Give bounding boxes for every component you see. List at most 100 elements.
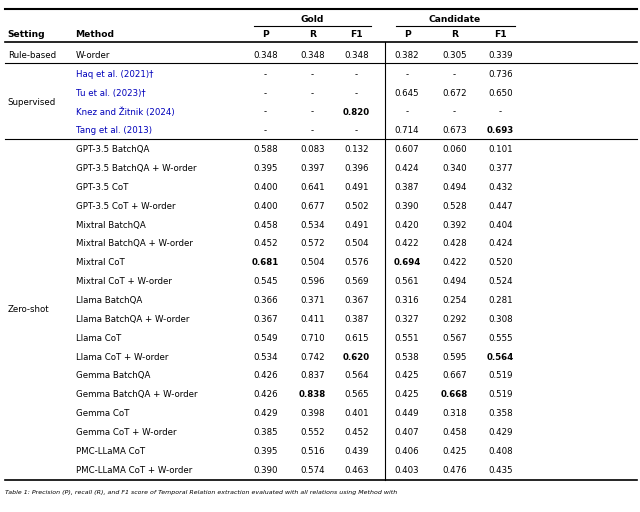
Text: -: - — [355, 70, 358, 79]
Text: F1: F1 — [350, 30, 363, 39]
Text: 0.520: 0.520 — [488, 259, 513, 267]
Text: 0.408: 0.408 — [488, 447, 513, 456]
Text: -: - — [499, 108, 502, 117]
Text: Candidate: Candidate — [429, 15, 481, 24]
Text: 0.316: 0.316 — [395, 296, 419, 305]
Text: 0.292: 0.292 — [442, 315, 467, 324]
Text: 0.318: 0.318 — [442, 409, 467, 418]
Text: 0.426: 0.426 — [253, 371, 278, 380]
Text: 0.838: 0.838 — [299, 390, 326, 399]
Text: 0.367: 0.367 — [253, 315, 278, 324]
Text: -: - — [355, 89, 358, 98]
Text: Setting: Setting — [8, 30, 45, 39]
Text: Llama BatchQA: Llama BatchQA — [76, 296, 142, 305]
Text: 0.398: 0.398 — [300, 409, 324, 418]
Text: Mixtral CoT: Mixtral CoT — [76, 259, 124, 267]
Text: 0.387: 0.387 — [344, 315, 369, 324]
Text: Method: Method — [76, 30, 115, 39]
Text: F1: F1 — [494, 30, 507, 39]
Text: -: - — [355, 126, 358, 136]
Text: 0.348: 0.348 — [344, 51, 369, 60]
Text: 0.390: 0.390 — [395, 202, 419, 211]
Text: P: P — [262, 30, 269, 39]
Text: 0.555: 0.555 — [488, 334, 513, 343]
Text: 0.449: 0.449 — [395, 409, 419, 418]
Text: W-order: W-order — [76, 51, 110, 60]
Text: 0.083: 0.083 — [300, 145, 324, 154]
Text: 0.400: 0.400 — [253, 202, 278, 211]
Text: GPT-3.5 CoT + W-order: GPT-3.5 CoT + W-order — [76, 202, 175, 211]
Text: Haq et al. (2021)†: Haq et al. (2021)† — [76, 70, 153, 79]
Text: 0.452: 0.452 — [344, 428, 369, 437]
Text: 0.538: 0.538 — [395, 353, 419, 361]
Text: 0.519: 0.519 — [488, 371, 513, 380]
Text: 0.549: 0.549 — [253, 334, 278, 343]
Text: 0.439: 0.439 — [344, 447, 369, 456]
Text: 0.742: 0.742 — [300, 353, 324, 361]
Text: GPT-3.5 CoT: GPT-3.5 CoT — [76, 183, 128, 192]
Text: -: - — [264, 89, 267, 98]
Text: 0.424: 0.424 — [488, 240, 513, 248]
Text: 0.667: 0.667 — [442, 371, 467, 380]
Text: 0.494: 0.494 — [442, 277, 467, 286]
Text: -: - — [311, 126, 314, 136]
Text: 0.569: 0.569 — [344, 277, 369, 286]
Text: 0.641: 0.641 — [300, 183, 324, 192]
Text: Gemma CoT: Gemma CoT — [76, 409, 129, 418]
Text: PMC-LLaMA CoT: PMC-LLaMA CoT — [76, 447, 145, 456]
Text: 0.576: 0.576 — [344, 259, 369, 267]
Text: Gemma BatchQA + W-order: Gemma BatchQA + W-order — [76, 390, 197, 399]
Text: 0.428: 0.428 — [442, 240, 467, 248]
Text: PMC-LLaMA CoT + W-order: PMC-LLaMA CoT + W-order — [76, 465, 192, 475]
Text: 0.060: 0.060 — [442, 145, 467, 154]
Text: -: - — [453, 70, 456, 79]
Text: 0.645: 0.645 — [395, 89, 419, 98]
Text: 0.837: 0.837 — [300, 371, 324, 380]
Text: 0.458: 0.458 — [253, 221, 278, 230]
Text: 0.305: 0.305 — [442, 51, 467, 60]
Text: 0.516: 0.516 — [300, 447, 324, 456]
Text: 0.426: 0.426 — [253, 390, 278, 399]
Text: 0.552: 0.552 — [300, 428, 324, 437]
Text: 0.565: 0.565 — [344, 390, 369, 399]
Text: R: R — [451, 30, 458, 39]
Text: 0.308: 0.308 — [488, 315, 513, 324]
Text: 0.377: 0.377 — [488, 164, 513, 173]
Text: 0.366: 0.366 — [253, 296, 278, 305]
Text: 0.528: 0.528 — [442, 202, 467, 211]
Text: 0.677: 0.677 — [300, 202, 324, 211]
Text: 0.101: 0.101 — [488, 145, 513, 154]
Text: 0.534: 0.534 — [253, 353, 278, 361]
Text: 0.390: 0.390 — [253, 465, 278, 475]
Text: 0.406: 0.406 — [395, 447, 419, 456]
Text: Zero-shot: Zero-shot — [8, 306, 49, 314]
Text: 0.545: 0.545 — [253, 277, 278, 286]
Text: 0.820: 0.820 — [343, 108, 370, 117]
Text: 0.491: 0.491 — [344, 183, 369, 192]
Text: 0.401: 0.401 — [344, 409, 369, 418]
Text: 0.340: 0.340 — [442, 164, 467, 173]
Text: 0.620: 0.620 — [343, 353, 370, 361]
Text: 0.397: 0.397 — [300, 164, 324, 173]
Text: 0.432: 0.432 — [488, 183, 513, 192]
Text: 0.281: 0.281 — [488, 296, 513, 305]
Text: 0.588: 0.588 — [253, 145, 278, 154]
Text: 0.396: 0.396 — [344, 164, 369, 173]
Text: 0.607: 0.607 — [395, 145, 419, 154]
Text: 0.476: 0.476 — [442, 465, 467, 475]
Text: 0.673: 0.673 — [442, 126, 467, 136]
Text: 0.564: 0.564 — [344, 371, 369, 380]
Text: 0.574: 0.574 — [300, 465, 324, 475]
Text: 0.404: 0.404 — [488, 221, 513, 230]
Text: 0.595: 0.595 — [442, 353, 467, 361]
Text: 0.367: 0.367 — [344, 296, 369, 305]
Text: P: P — [404, 30, 410, 39]
Text: 0.435: 0.435 — [488, 465, 513, 475]
Text: 0.429: 0.429 — [253, 409, 278, 418]
Text: 0.694: 0.694 — [394, 259, 420, 267]
Text: 0.254: 0.254 — [442, 296, 467, 305]
Text: Knez and Žitnik (2024): Knez and Žitnik (2024) — [76, 108, 174, 117]
Text: -: - — [406, 70, 408, 79]
Text: 0.567: 0.567 — [442, 334, 467, 343]
Text: 0.452: 0.452 — [253, 240, 278, 248]
